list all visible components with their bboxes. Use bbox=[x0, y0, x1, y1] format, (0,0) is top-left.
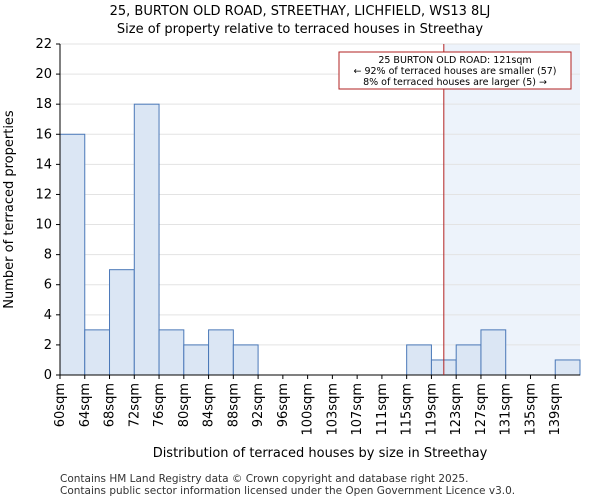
y-tick-label: 4 bbox=[44, 308, 52, 323]
annotation-box bbox=[338, 51, 572, 90]
y-tick-label: 22 bbox=[35, 37, 52, 52]
y-tick-label: 18 bbox=[35, 97, 52, 112]
y-tick-label: 10 bbox=[35, 218, 52, 233]
bar-72sqm bbox=[133, 103, 160, 376]
bar-115sqm bbox=[406, 344, 432, 376]
x-tick-label: 88sqm bbox=[226, 383, 241, 427]
chart-subtitle: Size of property relative to terraced ho… bbox=[116, 22, 484, 37]
x-tick-label: 107sqm bbox=[350, 383, 365, 436]
x-tick-label: 92sqm bbox=[251, 383, 266, 427]
bar-139sqm bbox=[554, 359, 581, 376]
bar-68sqm bbox=[109, 269, 135, 376]
x-tick-label: 139sqm bbox=[548, 383, 563, 436]
bar-60sqm bbox=[59, 133, 86, 376]
x-tick-label: 127sqm bbox=[474, 383, 489, 436]
y-tick-label: 8 bbox=[44, 248, 52, 263]
x-tick-label: 72sqm bbox=[127, 383, 142, 427]
y-tick-label: 16 bbox=[35, 127, 52, 142]
chart-title-address: 25, BURTON OLD ROAD, STREETHAY, LICHFIEL… bbox=[109, 4, 491, 19]
annotation-line-3: 8% of terraced houses are larger (5) → bbox=[363, 77, 547, 88]
x-tick-label: 100sqm bbox=[301, 383, 316, 436]
x-tick-label: 123sqm bbox=[449, 383, 464, 436]
footer-copyright: Contains HM Land Registry data © Crown c… bbox=[60, 473, 469, 485]
x-tick-label: 119sqm bbox=[424, 383, 439, 436]
y-tick-label: 0 bbox=[44, 368, 52, 383]
y-tick-label: 2 bbox=[44, 338, 52, 353]
bar-80sqm bbox=[183, 344, 210, 376]
bar-64sqm bbox=[84, 329, 111, 376]
larger-region-shade bbox=[443, 44, 580, 375]
x-tick-label: 115sqm bbox=[400, 383, 415, 436]
bar-76sqm bbox=[158, 329, 185, 376]
bar-84sqm bbox=[208, 329, 234, 376]
y-tick-label: 12 bbox=[35, 187, 52, 202]
y-tick-label: 20 bbox=[35, 67, 52, 82]
y-tick-label: 14 bbox=[35, 157, 52, 172]
x-axis-title: Distribution of terraced houses by size … bbox=[153, 446, 488, 461]
bar-123sqm bbox=[455, 344, 482, 376]
footer-licence: Contains public sector information licen… bbox=[60, 485, 516, 497]
x-tick-label: 76sqm bbox=[152, 383, 167, 427]
x-tick-label: 84sqm bbox=[202, 383, 217, 427]
annotation-line-2: ← 92% of terraced houses are smaller (57… bbox=[353, 66, 556, 77]
x-tick-label: 103sqm bbox=[325, 383, 340, 436]
bar-88sqm bbox=[232, 344, 259, 376]
x-tick-label: 135sqm bbox=[523, 383, 538, 436]
y-tick-label: 6 bbox=[44, 278, 52, 293]
x-tick-label: 96sqm bbox=[276, 383, 291, 427]
bar-127sqm bbox=[480, 329, 507, 376]
x-tick-label: 111sqm bbox=[375, 383, 390, 436]
x-tick-label: 64sqm bbox=[78, 383, 93, 427]
x-tick-label: 131sqm bbox=[499, 383, 514, 436]
x-tick-label: 68sqm bbox=[103, 383, 118, 427]
x-tick-label: 80sqm bbox=[177, 383, 192, 427]
annotation-line-1: 25 BURTON OLD ROAD: 121sqm bbox=[378, 55, 531, 66]
y-axis-title: Number of terraced properties bbox=[2, 110, 17, 309]
x-tick-label: 60sqm bbox=[53, 383, 68, 427]
